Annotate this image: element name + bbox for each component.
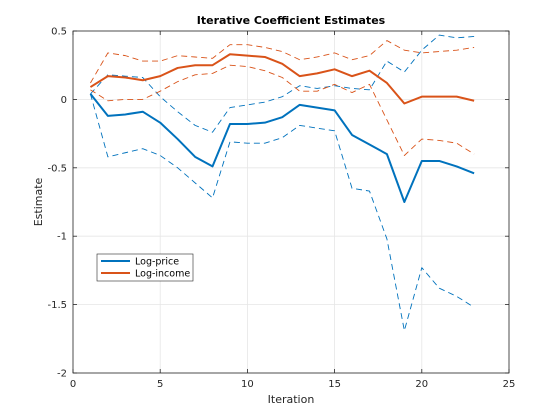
confidence-band-line: [90, 93, 475, 332]
plot-frame: [72, 30, 510, 374]
y-tick-label: -0.5: [47, 163, 67, 174]
y-tick-label: 0: [61, 95, 67, 106]
confidence-band-line: [90, 64, 475, 156]
x-tick-label: 15: [328, 379, 341, 390]
x-tick-label: 5: [157, 379, 163, 390]
confidence-band-line: [90, 40, 475, 84]
y-tick-label: -1: [57, 232, 67, 243]
x-tick-label: 10: [241, 379, 254, 390]
x-tick-label: 20: [415, 379, 428, 390]
chart-title: Iterative Coefficient Estimates: [197, 14, 386, 27]
legend-label-log-income: Log-income: [135, 269, 190, 280]
y-tick-label: -1.5: [47, 300, 67, 311]
y-tick-label: -2: [57, 369, 67, 380]
legend: Log-price Log-income: [96, 253, 194, 282]
series-line-log-income: [89, 53, 475, 105]
legend-box: [96, 253, 194, 282]
x-axis-label: Iteration: [268, 393, 315, 406]
series-line-log-price: [89, 93, 475, 203]
confidence-band-line: [90, 34, 475, 133]
y-axis-label: Estimate: [32, 177, 45, 226]
series-layer: [89, 34, 475, 332]
x-tick-label: 0: [70, 379, 76, 390]
x-tick-label: 25: [503, 379, 516, 390]
y-tick-label: 0.5: [51, 27, 67, 38]
grid-lines: [72, 30, 510, 374]
legend-label-log-price: Log-price: [135, 257, 179, 268]
axis-ticks: 0 5 10 15 20 25 -2 -1.5 -1 -0.5 0 0.5: [47, 27, 515, 391]
plot-area: [73, 31, 509, 373]
